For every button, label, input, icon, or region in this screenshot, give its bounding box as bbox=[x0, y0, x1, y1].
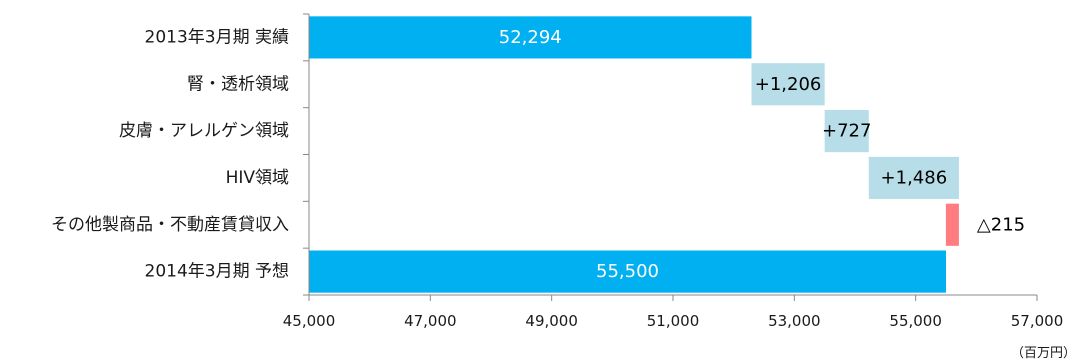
bar-increase bbox=[868, 156, 959, 199]
category-label: HIV領域 bbox=[226, 168, 289, 188]
labels-layer: 52,294 +1,206 +727 +1,486 △215 55,500 2013年3月期… bbox=[51, 27, 1063, 330]
bar-increase bbox=[824, 110, 869, 153]
x-tick-label: 51,000 bbox=[647, 312, 700, 330]
data-label: +727 bbox=[822, 121, 871, 142]
x-tick-label: 57,000 bbox=[1011, 312, 1064, 330]
data-label: +1,486 bbox=[881, 167, 948, 188]
data-label: +1,206 bbox=[755, 74, 822, 95]
bar-total bbox=[309, 250, 946, 293]
data-label: △215 bbox=[977, 214, 1025, 235]
axes-layer bbox=[303, 13, 1038, 301]
x-tick-label: 45,000 bbox=[283, 312, 336, 330]
x-tick-label: 55,000 bbox=[889, 312, 942, 330]
bar-increase bbox=[751, 63, 825, 106]
category-label: 腎・透析領域 bbox=[187, 74, 289, 94]
bar-decrease bbox=[945, 203, 959, 246]
category-label: 皮膚・アレルゲン領域 bbox=[119, 121, 289, 141]
bars-layer bbox=[309, 16, 959, 293]
unit-label: （百万円） bbox=[1011, 346, 1076, 361]
bar-total bbox=[309, 16, 752, 59]
data-label: 55,500 bbox=[596, 261, 659, 282]
x-tick-label: 47,000 bbox=[404, 312, 457, 330]
x-tick-label: 53,000 bbox=[768, 312, 821, 330]
x-tick-label: 49,000 bbox=[525, 312, 578, 330]
category-label: 2014年3月期 予想 bbox=[145, 262, 289, 282]
category-label: 2013年3月期 実績 bbox=[145, 27, 289, 47]
category-label: その他製商品・不動産賃貸収入 bbox=[51, 215, 289, 235]
data-label: 52,294 bbox=[499, 27, 562, 48]
